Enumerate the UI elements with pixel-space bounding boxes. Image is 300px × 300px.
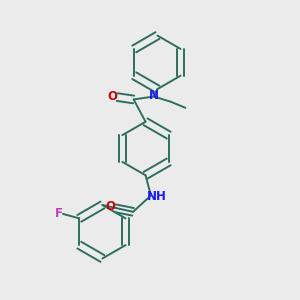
Text: O: O	[106, 200, 116, 213]
Text: N: N	[149, 89, 159, 102]
Text: F: F	[55, 206, 63, 220]
Text: O: O	[107, 90, 118, 103]
Text: NH: NH	[147, 190, 167, 202]
